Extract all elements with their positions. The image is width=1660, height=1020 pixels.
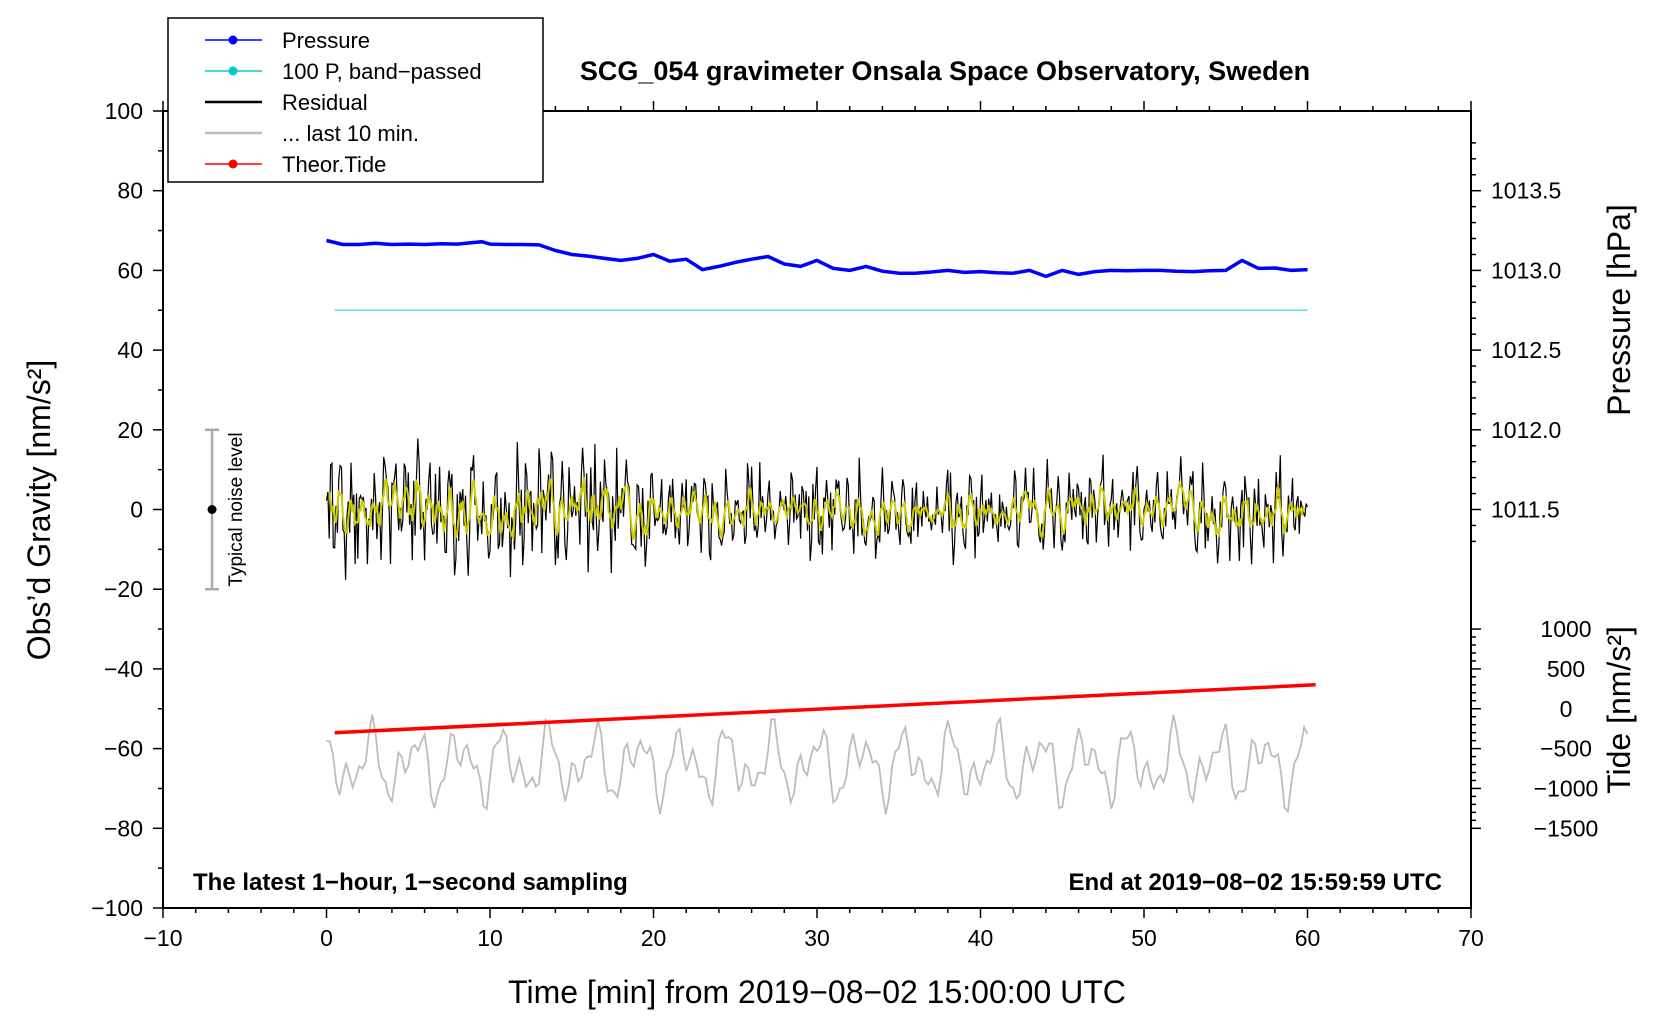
y-tick-label: 60 (117, 257, 143, 283)
tide-axis-label: Tide [nm/s²] (1601, 626, 1637, 794)
y-tick-label: 100 (105, 98, 143, 124)
legend-label: 100 P, band−passed (282, 59, 482, 84)
x-tick-label: 50 (1131, 925, 1157, 951)
pressure-axis-label: Pressure [hPa] (1601, 204, 1637, 416)
pressure-tick-label: 1011.5 (1491, 497, 1560, 523)
x-tick-label: 60 (1295, 925, 1321, 951)
y-tick-label: −60 (104, 736, 143, 762)
legend-marker (228, 159, 238, 169)
annotation-right: End at 2019−08−02 15:59:59 UTC (1068, 869, 1442, 896)
tide-tick-label: −1500 (1534, 815, 1599, 841)
legend-box (167, 17, 544, 183)
x-tick-label: 10 (477, 925, 503, 951)
series-residual (325, 438, 1309, 580)
legend-marker (228, 66, 238, 76)
x-tick-label: −10 (143, 925, 182, 951)
series-theor-tide (334, 683, 1316, 735)
pressure-tick-label: 1013.5 (1491, 178, 1561, 204)
noise-level-label: Typical noise level (226, 432, 247, 586)
y-tick-label: 0 (130, 497, 143, 523)
noise-bar (205, 428, 220, 591)
legend-label: ... last 10 min. (282, 121, 419, 146)
annotation-left: The latest 1−hour, 1−second sampling (193, 869, 628, 896)
x-tick-label: 0 (320, 925, 333, 951)
tide-tick-label: −500 (1540, 736, 1592, 762)
noise-bar-dot (207, 505, 217, 514)
tide-tick-label: 1000 (1540, 616, 1591, 642)
tide-tick-label: −1000 (1534, 775, 1599, 801)
legend-label: Residual (282, 90, 368, 115)
y-tick-label: −80 (104, 815, 143, 841)
x-tick-label: 30 (804, 925, 830, 951)
series-layer (325, 238, 1316, 815)
tide-tick-label: 0 (1560, 696, 1573, 722)
x-tick-label: 20 (641, 925, 667, 951)
x-axis-label: Time [min] from 2019−08−02 15:00:00 UTC (508, 974, 1126, 1010)
legend-items: Pressure 100 P, band−passed Residual ... la… (205, 28, 482, 177)
tide-tick-labels: 1000 500 0 −500 −1000 −1500 (1534, 616, 1599, 841)
legend-label: Theor.Tide (282, 152, 386, 177)
x-tick-label: 70 (1458, 925, 1484, 951)
y-axis-label: Obs’d Gravity [nm/s²] (21, 360, 57, 661)
y-tick-label: −20 (104, 576, 143, 602)
legend: Pressure 100 P, band−passed Residual ... la… (167, 17, 544, 183)
pressure-tick-label: 1012.5 (1491, 337, 1561, 363)
legend-label: Pressure (282, 28, 370, 53)
x-tick-labels: −10 0 10 20 30 40 50 60 70 (143, 925, 1483, 951)
y-tick-labels: 100 80 60 40 20 0 −20 −40 −60 −80 −100 (91, 98, 143, 921)
y-tick-label: 80 (117, 178, 143, 204)
pressure-tick-labels: 1013.5 1013.0 1012.5 1012.0 1011.5 (1491, 178, 1561, 523)
tide-tick-label: 500 (1547, 656, 1585, 682)
y-tick-label: −100 (91, 895, 143, 921)
series-pressure (326, 238, 1308, 279)
pressure-tick-label: 1012.0 (1491, 417, 1561, 443)
series-last-10-min (326, 714, 1309, 815)
legend-marker (228, 35, 238, 45)
y-tick-label: 20 (117, 417, 143, 443)
y-tick-label: 40 (117, 337, 143, 363)
chart-title: SCG_054 gravimeter Onsala Space Observat… (580, 56, 1310, 86)
x-tick-label: 40 (968, 925, 994, 951)
pressure-tick-label: 1013.0 (1491, 257, 1561, 283)
y-tick-label: −40 (104, 656, 143, 682)
series-residual-smoothed (328, 477, 1306, 542)
